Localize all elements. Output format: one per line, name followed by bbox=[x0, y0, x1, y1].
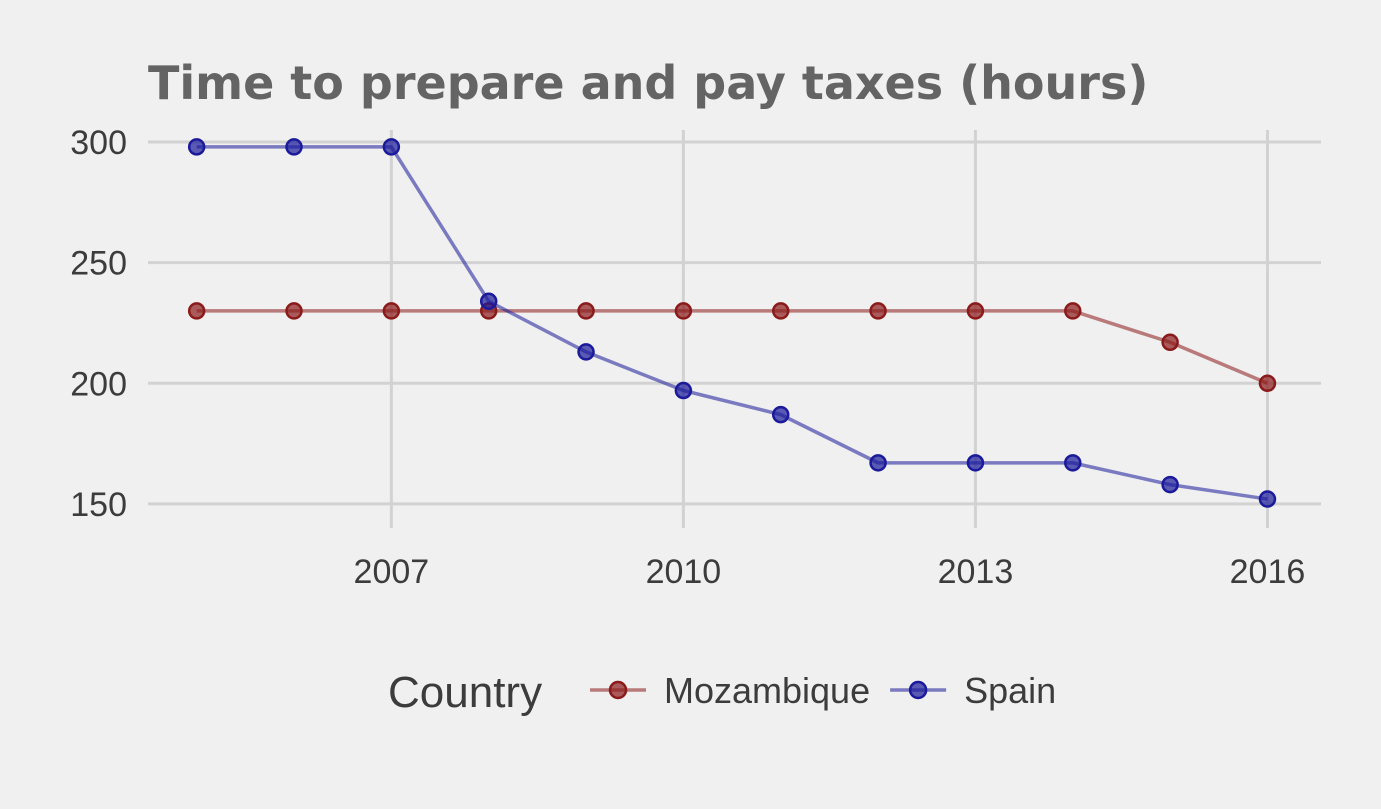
data-point-mozambique bbox=[1064, 302, 1082, 320]
data-point-mozambique bbox=[674, 302, 693, 320]
chart-title: Time to prepare and pay taxes (hours) bbox=[148, 56, 1148, 110]
y-tick-label: 150 bbox=[70, 486, 127, 524]
x-tick-label: 2010 bbox=[646, 553, 722, 591]
legend-key-point bbox=[908, 680, 928, 700]
x-tick-label: 2013 bbox=[938, 553, 1014, 591]
series-spain bbox=[187, 138, 1277, 508]
data-point-mozambique bbox=[382, 302, 401, 320]
series-line-mozambique bbox=[196, 309, 1269, 385]
data-point-spain bbox=[869, 454, 887, 472]
axis-ticks: 150 200 250 300 2007 2010 2013 2016 bbox=[70, 124, 1305, 591]
y-tick-label: 250 bbox=[70, 245, 127, 283]
legend-item-mozambique: Mozambique bbox=[590, 670, 870, 711]
series-mozambique bbox=[187, 302, 1277, 393]
legend-label: Mozambique bbox=[664, 670, 870, 711]
grid bbox=[148, 130, 1321, 528]
data-point-spain bbox=[1161, 475, 1179, 494]
data-point-mozambique bbox=[966, 302, 985, 320]
data-point-mozambique bbox=[1161, 333, 1179, 352]
data-point-mozambique bbox=[577, 302, 595, 320]
data-point-spain bbox=[285, 138, 303, 156]
x-tick-label: 2016 bbox=[1230, 553, 1306, 591]
legend-title: Country bbox=[388, 668, 542, 717]
data-point-spain bbox=[577, 343, 595, 361]
data-point-mozambique bbox=[869, 302, 887, 320]
data-point-spain bbox=[1064, 454, 1082, 472]
series-line-spain bbox=[196, 145, 1268, 501]
data-point-spain bbox=[771, 405, 790, 424]
data-point-mozambique bbox=[187, 302, 206, 320]
y-tick-label: 300 bbox=[70, 124, 127, 162]
data-point-mozambique bbox=[1258, 374, 1277, 393]
data-point-spain bbox=[479, 292, 498, 311]
data-point-spain bbox=[1258, 490, 1277, 508]
y-tick-label: 200 bbox=[70, 365, 127, 403]
data-point-spain bbox=[187, 138, 206, 156]
data-point-mozambique bbox=[285, 302, 303, 320]
legend-label: Spain bbox=[964, 670, 1056, 711]
legend-key-point bbox=[608, 680, 628, 700]
series-layer bbox=[187, 138, 1277, 508]
legend-item-spain: Spain bbox=[890, 670, 1056, 711]
data-point-spain bbox=[674, 381, 693, 400]
legend: Country Mozambique Spain bbox=[388, 668, 1056, 717]
data-point-mozambique bbox=[771, 302, 790, 320]
data-point-spain bbox=[966, 454, 985, 472]
data-point-spain bbox=[382, 138, 401, 156]
x-tick-label: 2007 bbox=[354, 553, 430, 591]
